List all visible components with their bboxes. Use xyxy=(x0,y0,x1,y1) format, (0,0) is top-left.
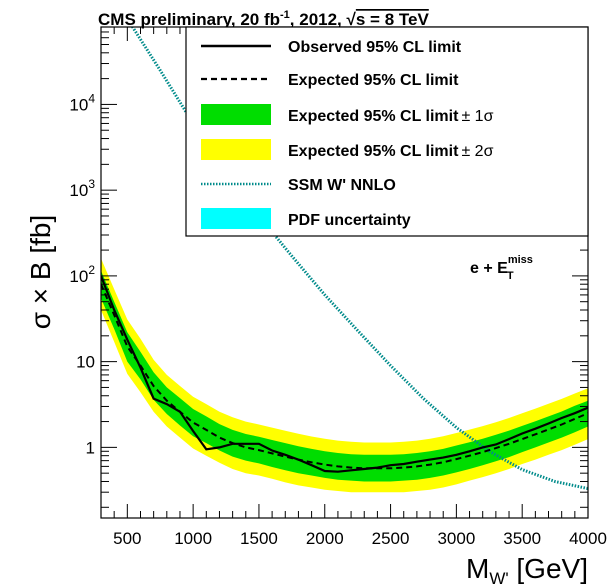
y-tick-label: 104 xyxy=(69,91,95,114)
expected-line xyxy=(101,283,588,470)
observed-line xyxy=(101,275,588,473)
legend-theory-label: SSM W' NNLO xyxy=(288,177,396,194)
channel-label: e + Emiss T xyxy=(470,254,533,282)
x-tick-label: 1000 xyxy=(174,529,212,548)
legend-pdf-label: PDF uncertainty xyxy=(288,212,411,229)
x-axis-label: MW' [GeV] xyxy=(466,553,588,584)
legend-pdf-swatch xyxy=(201,208,271,229)
x-tick-label: 2000 xyxy=(306,529,344,548)
x-tick-label: 4000 xyxy=(569,529,607,548)
x-tick-label: 2500 xyxy=(372,529,410,548)
legend-observed-label: Observed 95% CL limit xyxy=(288,39,462,56)
legend-band1-label: Expected 95% CL limit ± 1σ xyxy=(288,108,494,125)
legend-box xyxy=(185,26,589,237)
band-1sigma xyxy=(101,270,588,482)
legend-band2-swatch xyxy=(201,139,271,160)
y-axis-label: σ × B [fb] xyxy=(25,215,56,330)
y-tick-label: 1 xyxy=(86,438,95,457)
legend-band2-label: Expected 95% CL limit ± 2σ xyxy=(288,143,494,160)
legend-expected-label: Expected 95% CL limit xyxy=(288,72,459,89)
theory-curve xyxy=(130,27,588,491)
y-tick-label: 10 xyxy=(76,353,95,372)
x-tick-label: 3500 xyxy=(503,529,541,548)
chart-title: CMS preliminary, 20 fb-1, 2012, √s = 8 T… xyxy=(98,9,429,29)
x-tick-label: 500 xyxy=(113,529,141,548)
legend: Observed 95% CL limit Expected 95% CL li… xyxy=(185,26,589,237)
x-tick-label: 1500 xyxy=(240,529,278,548)
x-tick-label: 3000 xyxy=(437,529,475,548)
legend-band1-swatch xyxy=(201,104,271,125)
y-tick-label: 102 xyxy=(69,263,95,286)
y-tick-label: 103 xyxy=(69,177,95,200)
